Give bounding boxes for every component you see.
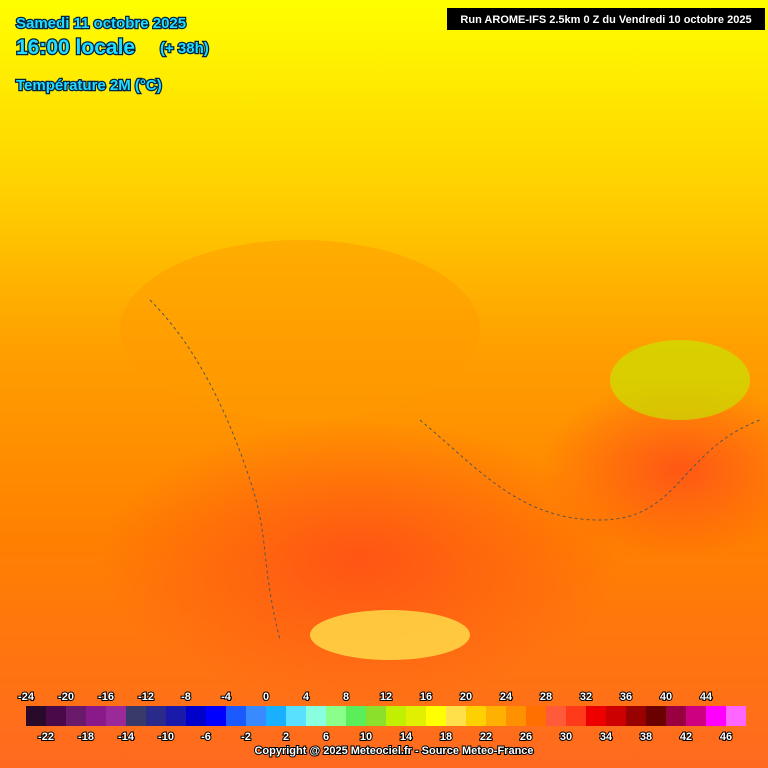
- legend-label: 36: [620, 691, 632, 703]
- legend-label: -24: [18, 691, 35, 703]
- color-swatch: [86, 706, 106, 726]
- color-swatch: [666, 706, 686, 726]
- parameter: Température 2M (°C): [16, 77, 162, 94]
- legend-label: 30: [560, 731, 572, 743]
- color-swatch: [446, 706, 466, 726]
- border: [149, 299, 761, 641]
- legend-label: 18: [440, 731, 452, 743]
- time: 16:00 locale: [16, 36, 135, 59]
- legend: -24 -20 -16 -12 -8 -4 0 4 8 12 16 20 24 28 32 36 40 44-22…: [17, 690, 746, 744]
- cool-area: [610, 340, 750, 420]
- color-swatch: [506, 706, 526, 726]
- color-swatch: [606, 706, 626, 726]
- warm-area: [540, 380, 768, 560]
- legend-label: 38: [640, 731, 652, 743]
- color-swatch: [426, 706, 446, 726]
- legend-label: 2: [283, 731, 289, 743]
- legend-label: -20: [58, 691, 74, 703]
- legend-label: 44: [700, 691, 713, 703]
- color-swatch: [726, 706, 746, 726]
- color-swatch: [286, 706, 306, 726]
- legend-label: 12: [380, 691, 392, 703]
- legend-label: -14: [118, 731, 135, 743]
- date: Samedi 11 octobre 2025: [16, 15, 186, 32]
- color-swatch: [566, 706, 586, 726]
- color-swatch: [366, 706, 386, 726]
- cool-area: [310, 610, 470, 660]
- color-swatch: [146, 706, 166, 726]
- legend-label: -4: [221, 691, 232, 703]
- legend-label: 40: [660, 691, 672, 703]
- legend-label: 0: [263, 691, 269, 703]
- color-swatch: [626, 706, 646, 726]
- legend-label: 8: [343, 691, 349, 703]
- legend-label: 28: [540, 691, 552, 703]
- copyright: Copyright @ 2025 Meteociel.fr - Source M…: [254, 745, 533, 757]
- color-swatch: [26, 706, 46, 726]
- color-swatch: [266, 706, 286, 726]
- legend-label: 4: [303, 691, 310, 703]
- color-swatch: [206, 706, 226, 726]
- run-info: Run AROME-IFS 2.5km 0 Z du Vendredi 10 o…: [460, 14, 751, 26]
- legend-label: 20: [460, 691, 472, 703]
- color-swatch: [526, 706, 546, 726]
- color-swatch: [326, 706, 346, 726]
- legend-label: -2: [241, 731, 251, 743]
- color-swatch: [546, 706, 566, 726]
- legend-label: 10: [360, 731, 372, 743]
- legend-label: -18: [78, 731, 94, 743]
- color-swatch: [466, 706, 486, 726]
- warm-area: [120, 240, 480, 420]
- color-swatch: [246, 706, 266, 726]
- color-swatch: [186, 706, 206, 726]
- color-swatch: [486, 706, 506, 726]
- color-swatch: [306, 706, 326, 726]
- legend-label: -6: [201, 731, 211, 743]
- legend-label: 32: [580, 691, 592, 703]
- legend-label: -22: [38, 731, 54, 743]
- legend-label: 24: [500, 691, 513, 703]
- legend-label: -8: [181, 691, 191, 703]
- color-swatch: [386, 706, 406, 726]
- color-swatch: [646, 706, 666, 726]
- color-swatch: [126, 706, 146, 726]
- legend-label: -12: [138, 691, 154, 703]
- warm-area: [100, 420, 620, 700]
- color-swatch: [66, 706, 86, 726]
- legend-label: -16: [98, 691, 114, 703]
- legend-label: 16: [420, 691, 432, 703]
- color-swatch: [686, 706, 706, 726]
- legend-label: 22: [480, 731, 492, 743]
- color-swatch: [46, 706, 66, 726]
- color-swatch: [706, 706, 726, 726]
- color-swatch: [406, 706, 426, 726]
- lead-time: (+ 38h): [160, 40, 209, 57]
- run-box: [447, 8, 765, 30]
- legend-label: 46: [720, 731, 732, 743]
- color-swatch: [346, 706, 366, 726]
- color-swatch: [106, 706, 126, 726]
- color-swatch: [166, 706, 186, 726]
- legend-label: 42: [680, 731, 692, 743]
- legend-label: -10: [158, 731, 174, 743]
- legend-label: 26: [520, 731, 532, 743]
- color-swatch: [586, 706, 606, 726]
- legend-label: 6: [323, 731, 329, 743]
- color-swatch: [226, 706, 246, 726]
- legend-label: 14: [400, 731, 413, 743]
- legend-label: 34: [600, 731, 613, 743]
